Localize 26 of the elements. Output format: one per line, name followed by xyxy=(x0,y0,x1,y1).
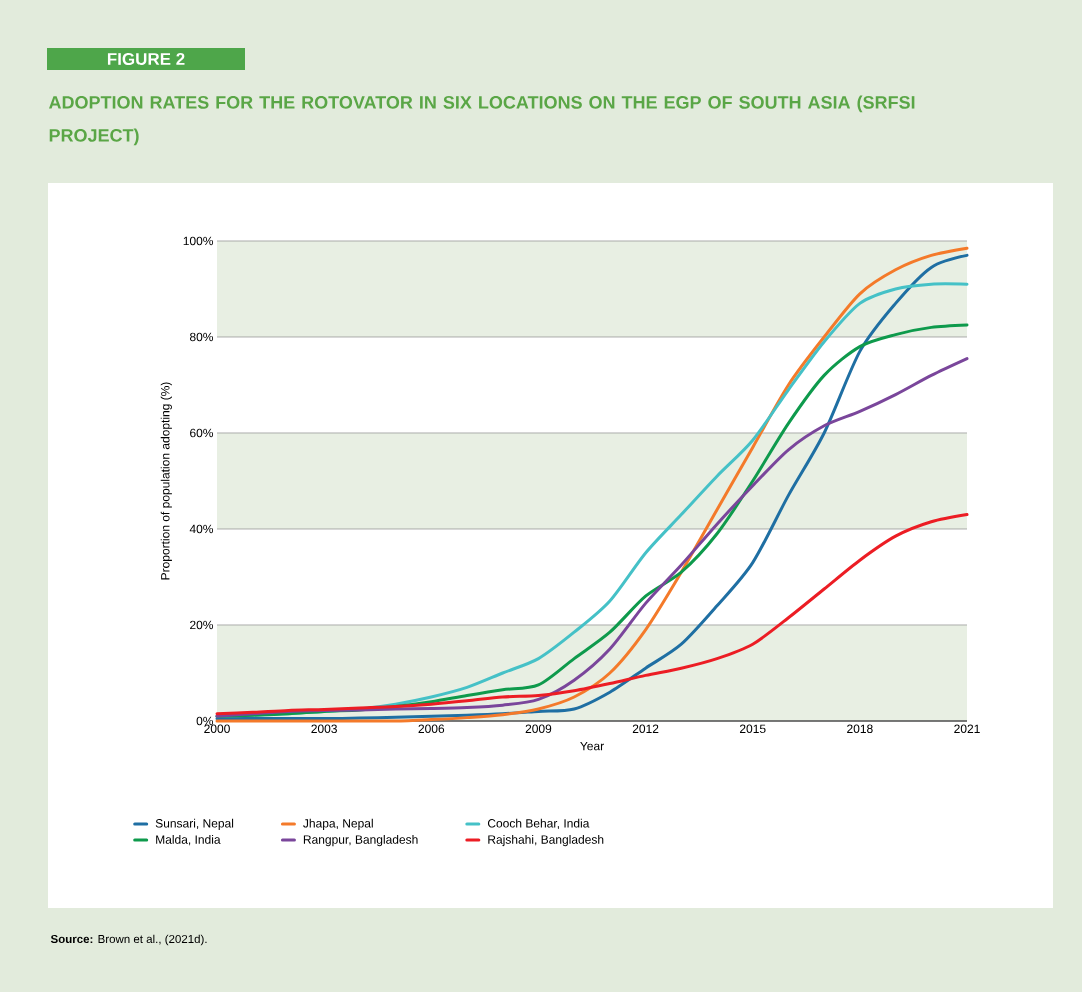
chart-title: ADOPTION RATES FOR THE ROTOVATOR IN SIX LOCATIONS ON THE EGP OF SOUTH ASIA (SRFSI PROJECT) xyxy=(48,95,915,146)
text: Source: Brown et al., (2021d). xyxy=(50,934,207,946)
line-series xyxy=(215,513,969,716)
y-tick-label: 100% xyxy=(183,236,214,246)
legend-label: Jhapa, Nepal xyxy=(303,818,373,830)
y-tick-label: 0% xyxy=(196,716,214,726)
x-tick-label: 2009 xyxy=(525,724,552,734)
legend-label: Cooch Behar, India xyxy=(487,818,590,830)
legend-label: Rajshahi, Bangladesh xyxy=(488,834,604,847)
x-tick-label: 2006 xyxy=(418,724,445,734)
x-tick-label: 2000 xyxy=(204,724,230,734)
y-tick-label: 20% xyxy=(190,620,214,630)
x-tick-label: 2021 xyxy=(954,724,980,734)
y-axis-title: Proportion of population adopting (%) xyxy=(160,382,172,580)
y-tick-label: 60% xyxy=(190,428,214,438)
x-tick-label: 2015 xyxy=(739,724,766,734)
y-tick-label: 40% xyxy=(189,524,214,534)
x-tick-label: 2012 xyxy=(632,724,659,734)
x-tick-label: 2003 xyxy=(311,724,337,734)
y-tick-label: 80% xyxy=(189,332,214,342)
x-tick-label: 2018 xyxy=(847,724,873,734)
legend-label: Malda, India xyxy=(156,834,221,846)
x-axis-title: Year xyxy=(580,741,604,751)
caption: FIGURE 2 xyxy=(107,52,185,66)
legend-label: Rangpur, Bangladesh xyxy=(303,834,418,847)
legend-label: Sunsari, Nepal xyxy=(155,818,234,830)
